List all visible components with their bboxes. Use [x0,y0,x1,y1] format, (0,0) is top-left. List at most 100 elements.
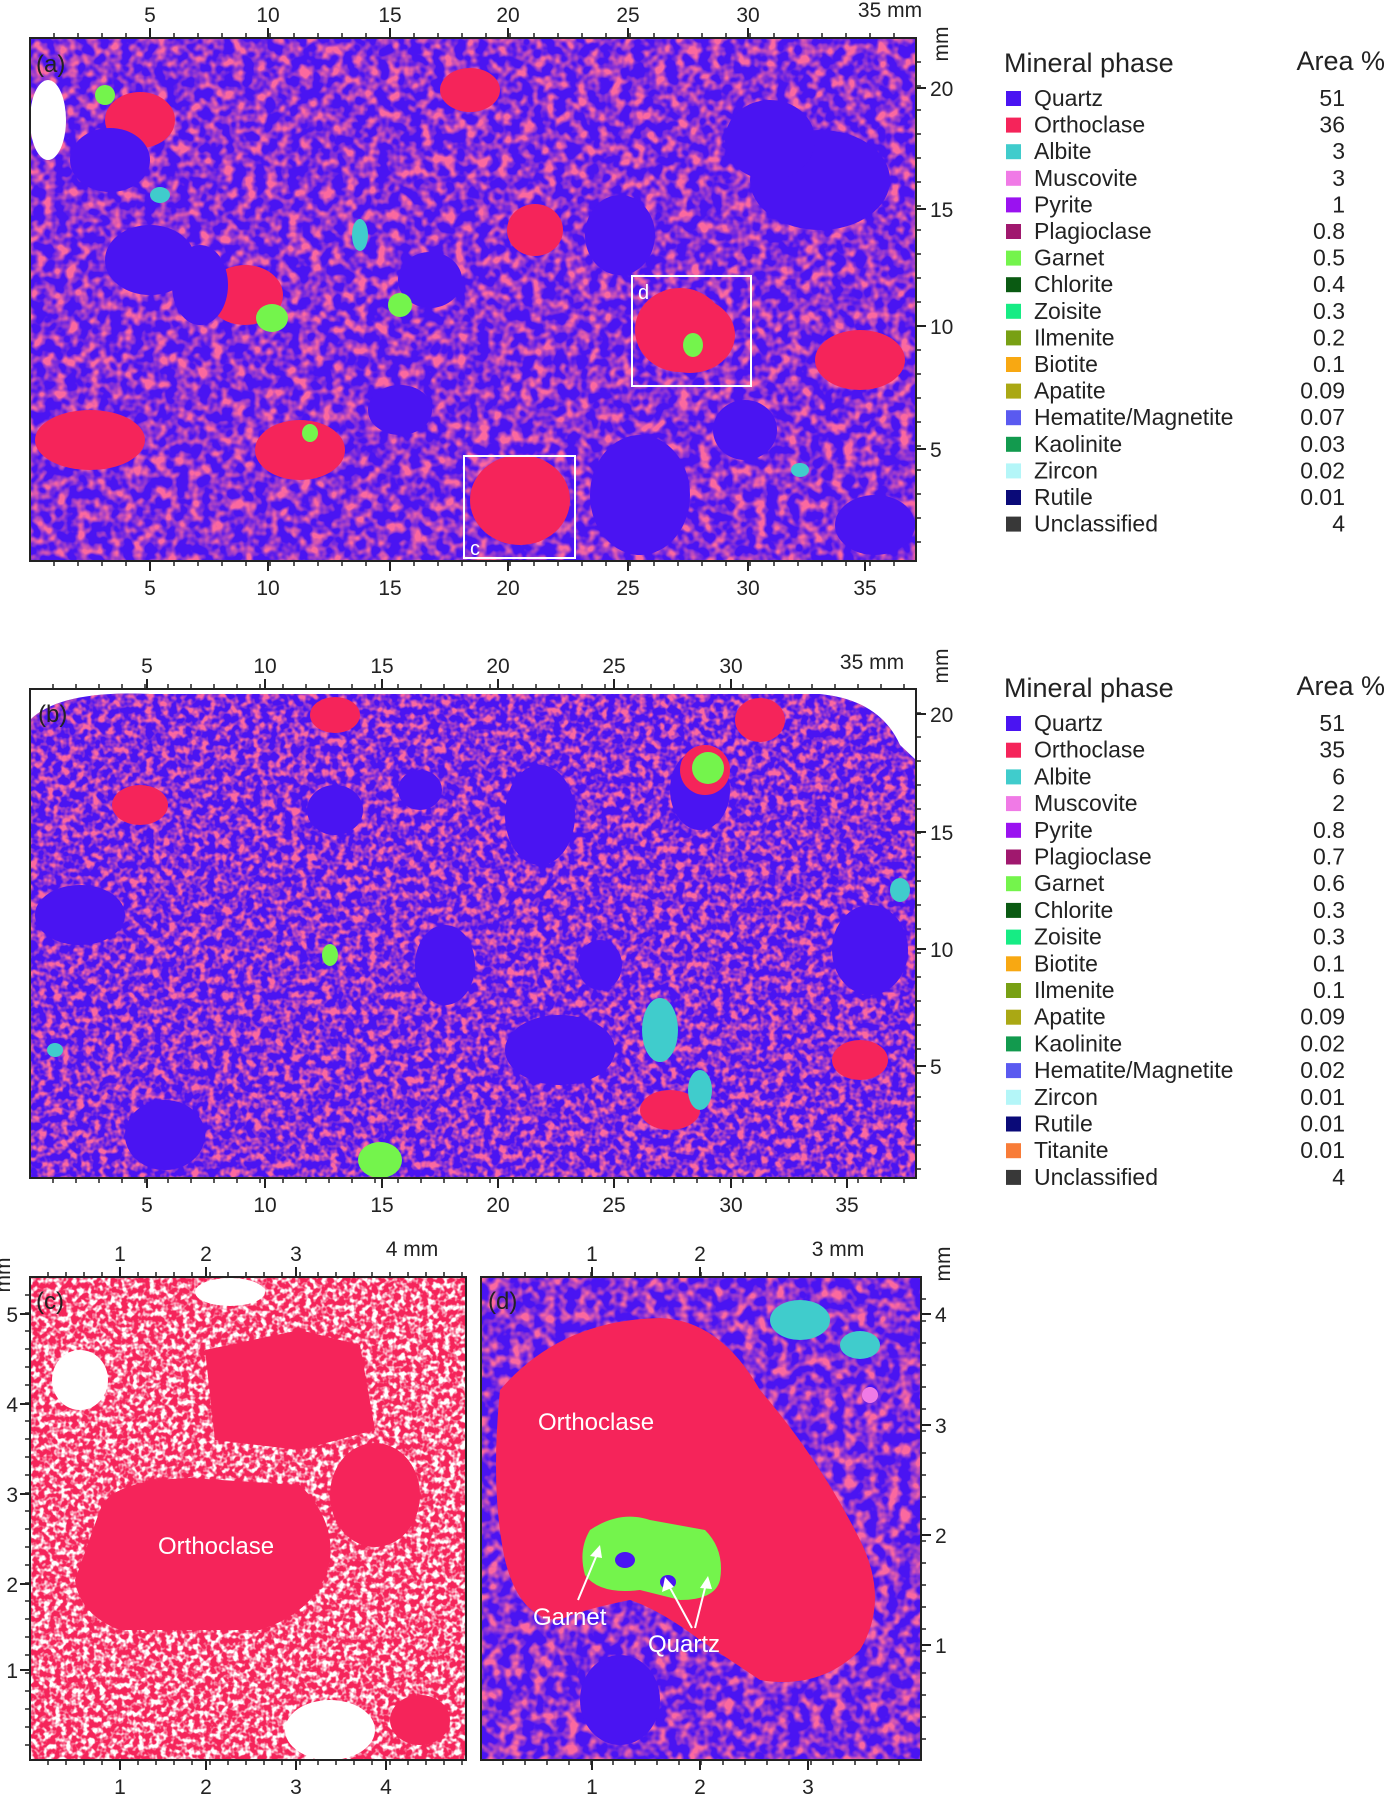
a-legend-mineral-name: Albite [1034,138,1092,164]
a-legend-swatch [1006,436,1021,452]
d-bottom-tick-label: 2 [694,1776,706,1799]
b-legend-mineral-name: Rutile [1034,1111,1093,1137]
b-legend-area-value: 0.8 [1313,817,1345,843]
c-left-tick-label: 1 [6,1660,18,1683]
a-legend-area-value: 0.01 [1300,484,1345,510]
b-legend-mineral-name: Albite [1034,763,1092,789]
panel-a-map: d c [30,38,916,561]
panel-a-garnet-grain [388,293,412,317]
c-left-tick-label: 2 [6,1574,18,1597]
c-top-tick-label: 2 [200,1243,212,1266]
panel-d-albite-grain [770,1300,830,1340]
panel-a-orthoclase-grain [255,420,345,480]
c-bottom-tick-label: 3 [290,1776,302,1799]
b-legend-area-value: 0.1 [1313,950,1345,976]
a-legend-area-value: 0.8 [1313,218,1345,244]
b-legend-swatch [1006,929,1021,945]
b-legend-area-value: 6 [1332,763,1345,789]
b-legend-mineral-name: Zircon [1034,1084,1098,1110]
a-bottom-tick-label: 10 [256,577,279,600]
panel-b-garnet-grain [322,944,338,966]
b-bottom-tick-label: 15 [370,1194,393,1217]
b-legend-swatch [1006,983,1021,998]
panel-d-label: (d) [488,1288,517,1315]
panel-a-frame [29,37,917,562]
b-legend-swatch [1006,742,1021,758]
d-right-tick-label: 2 [935,1525,947,1548]
b-legend-area-value: 2 [1332,790,1345,816]
garnet-arrow [577,1551,599,1601]
a-legend-swatch [1006,463,1021,479]
d-bottom-tick-label: 3 [802,1776,814,1799]
a-legend-swatch [1006,250,1021,266]
panel-b: (b) 5 10 15 20 25 30 35 mm5 10 15 20 25 30 352015105… [29,649,1384,1217]
panel-b-orthoclase-grain [640,1090,700,1130]
b-legend-mineral-name: Zoisite [1034,924,1102,950]
panel-a-albite-grain [352,219,368,251]
b-legend-area-value: 51 [1319,710,1345,736]
b-legend-swatch [1006,769,1021,785]
panel-c-orthoclase-grain-main [75,1478,331,1630]
a-legend-mineral-name: Hematite/Magnetite [1034,404,1233,430]
panel-b-quartz-grain [578,940,622,990]
a-legend-area-value: 36 [1319,112,1345,138]
a-legend-area-value: 0.4 [1313,271,1345,297]
a-bottom-tick-label: 20 [496,577,519,600]
a-legend-mineral-name: Pyrite [1034,191,1093,217]
b-legend-area-value: 0.09 [1300,1004,1345,1030]
panel-c-void [52,1350,108,1410]
b-legend-mineral-name: Garnet [1034,870,1105,896]
b-legend-area-value: 0.1 [1313,977,1345,1003]
b-legend-swatch [1006,1063,1021,1079]
panel-c: (c) Orthoclase 1 2 3 4 mm 1 2 3 4 5 4 3 2 1 mm [0,1238,467,1799]
panel-d-quartz-grain [580,1655,660,1745]
panel-a-quartz-grain [713,400,777,460]
a-legend-mineral-name: Quartz [1034,85,1103,111]
panel-b-axes: 5 10 15 20 25 30 35 mm 5 10 15 20 25 30 35 20 15 10 5 mm [52,649,953,1217]
panel-a-quartz-grain [590,435,690,555]
panel-b-quartz-grain [832,905,908,995]
b-legend-swatch [1006,876,1021,892]
a-legend-area-value: 0.1 [1313,351,1345,377]
panel-a-quartz-grain [368,385,432,435]
b-legend-swatch [1006,1009,1021,1025]
a-right-tick-label: 20 [930,78,953,101]
quartz-arrow-2-head [700,1576,712,1589]
panel-c-orthoclase-grain-upper [205,1330,375,1450]
d-bottom-tick-label: 1 [586,1776,598,1799]
b-right-tick-label: 20 [930,704,953,727]
b-legend-swatch [1006,1036,1021,1052]
panel-a-quartz-grain [398,252,462,308]
b-y-unit-label: mm [930,649,953,684]
panel-c-void [195,1278,265,1306]
panel-d: (d) Orthoclase Garnet Quartz 1 2 3 mm 1 2 3 4 3… [480,1238,955,1799]
d-top-tick-label: 1 [586,1243,598,1266]
c-left-tick-label: 4 [6,1394,18,1417]
a-legend-area-value: 0.5 [1313,245,1345,271]
b-legend-mineral-name: Apatite [1034,1004,1106,1030]
panel-b-frame [29,688,917,1179]
panel-a-label: (a) [36,51,65,78]
b-legend-swatch [1006,1169,1021,1185]
panel-b-orthoclase-grain [735,698,785,742]
b-legend-swatch [1006,1116,1021,1132]
panel-a-albite-grain [150,187,170,203]
a-legend-mineral-name: Kaolinite [1034,431,1122,457]
panel-a-garnet-grain [302,424,318,442]
b-right-tick-label: 15 [930,822,953,845]
panel-a-quartz-grain [585,195,655,275]
b-legend-swatch [1006,1089,1021,1105]
a-top-tick-label: 30 [736,4,759,27]
a-legend-swatch [1006,410,1021,426]
panel-b-quartz-grain [125,1100,205,1170]
b-legend-mineral-name: Chlorite [1034,897,1113,923]
panel-a-garnet-grain [256,304,288,332]
a-legend-mineral-name: Chlorite [1034,271,1113,297]
c-left-tick-label: 3 [6,1484,18,1507]
panel-a: d c (a) 5 10 15 20 25 30 35 mm5 10 15 20 25 30 35201… [29,0,1384,600]
a-legend-mineral-name: Orthoclase [1034,112,1145,138]
b-legend-mineral-name: Titanite [1034,1137,1109,1163]
a-legend-swatch [1006,91,1021,106]
b-legend-area-value: 4 [1332,1164,1345,1190]
a-bottom-tick-label: 15 [378,577,401,600]
